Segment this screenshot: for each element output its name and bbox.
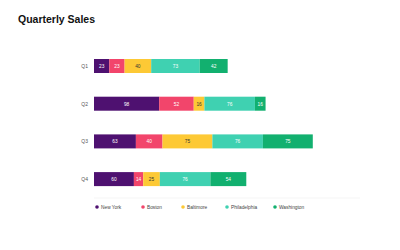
data-label: 76 <box>235 139 241 144</box>
bar-segment <box>109 59 124 73</box>
data-label: 75 <box>285 139 291 144</box>
legend: New York Boston Baltimore Philadelphia Washi… <box>95 205 304 210</box>
data-label: 16 <box>196 102 202 107</box>
bar-segment <box>263 134 313 148</box>
bar-segment <box>255 97 266 111</box>
bar-segment <box>210 172 246 186</box>
legend-label: Washington <box>279 205 304 210</box>
data-label: 73 <box>173 64 179 69</box>
legend-label: Boston <box>147 205 162 210</box>
chart-root: Quarterly Sales 23 23 40 73 42 98 52 16 76 16 63 40 7… <box>0 0 400 250</box>
bar-segment <box>136 134 163 148</box>
data-labels: 23 23 40 73 42 98 52 16 76 16 63 40 75 76 75 60 14 25 76 54 <box>99 64 291 182</box>
category-label: Q1 <box>81 63 88 69</box>
bar-segment <box>94 172 134 186</box>
bar-segment <box>159 97 194 111</box>
legend-label: Baltimore <box>187 205 208 210</box>
data-label: 25 <box>149 177 155 182</box>
category-label: Q4 <box>81 176 88 182</box>
legend-swatch <box>95 205 99 209</box>
data-label: 60 <box>111 177 117 182</box>
bar-segment <box>125 59 152 73</box>
title: Quarterly Sales <box>18 13 95 25</box>
bar-segment <box>94 134 136 148</box>
legend-swatch <box>141 205 145 209</box>
axis-line <box>94 198 360 199</box>
data-label: 76 <box>227 102 233 107</box>
data-label: 16 <box>258 102 264 107</box>
data-label: 76 <box>182 177 188 182</box>
data-label: 52 <box>174 102 180 107</box>
legend-label: Philadelphia <box>231 205 257 210</box>
category-label: Q2 <box>81 101 88 107</box>
bar-segment <box>162 134 212 148</box>
bar-segment <box>94 97 159 111</box>
bar-segment <box>143 172 160 186</box>
data-label: 63 <box>112 139 118 144</box>
chart-svg: Quarterly Sales 23 23 40 73 42 98 52 16 76 16 63 40 7… <box>0 0 400 250</box>
bar-segment <box>94 59 109 73</box>
data-label: 40 <box>147 139 153 144</box>
data-label: 40 <box>135 64 141 69</box>
data-label: 14 <box>136 177 142 182</box>
bar-segment <box>134 172 143 186</box>
bars <box>94 59 313 186</box>
data-label: 54 <box>226 177 232 182</box>
legend-label: New York <box>101 205 122 210</box>
bar-segment <box>200 59 228 73</box>
data-label: 23 <box>99 64 105 69</box>
bar-segment <box>212 134 263 148</box>
category-label: Q3 <box>81 138 88 144</box>
bar-segment <box>151 59 200 73</box>
data-label: 75 <box>185 139 191 144</box>
bar-segment <box>204 97 255 111</box>
bar-segment <box>160 172 211 186</box>
bar-segment <box>194 97 205 111</box>
data-label: 98 <box>124 102 130 107</box>
legend-swatch <box>273 205 277 209</box>
legend-swatch <box>225 205 229 209</box>
data-label: 42 <box>211 64 217 69</box>
data-label: 23 <box>114 64 120 69</box>
legend-swatch <box>181 205 185 209</box>
